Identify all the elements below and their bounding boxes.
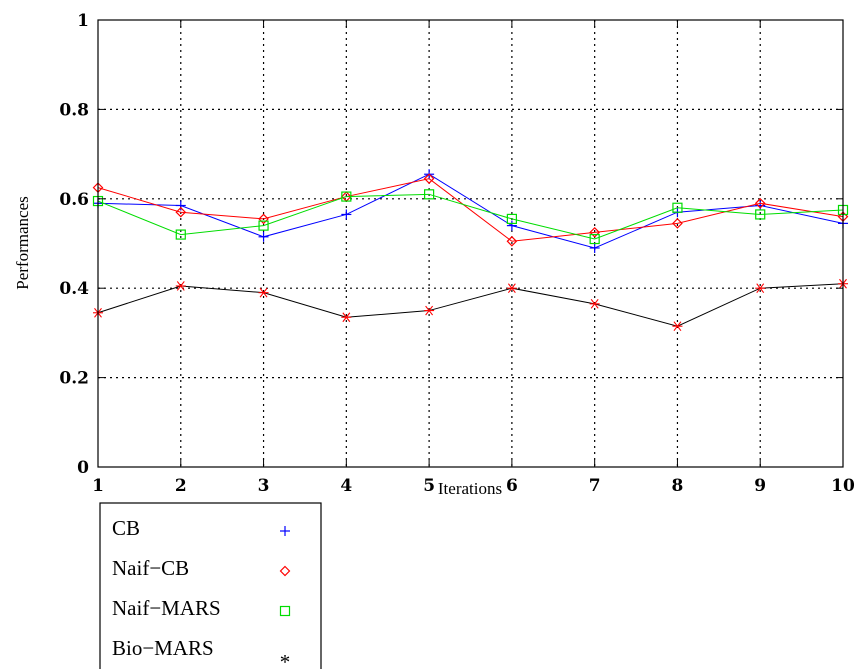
marker-stroke	[423, 173, 435, 185]
data-point	[175, 229, 186, 240]
tick-labels: 0 0.2 0.4 0.6 0.8 1 1 2 3 4 5 6 7 8 9 10	[59, 11, 855, 496]
x-tick-label: 8	[672, 476, 684, 496]
marker-stroke	[175, 206, 187, 218]
data-point	[589, 226, 601, 238]
marker-stroke	[279, 565, 291, 577]
data-point	[672, 218, 683, 229]
data-point	[672, 202, 683, 213]
marker-stroke	[424, 189, 435, 200]
data-point	[506, 235, 518, 247]
legend-label: CB	[112, 516, 140, 540]
x-tick-label: 4	[340, 476, 352, 496]
data-point	[258, 231, 269, 242]
data-point	[175, 200, 186, 211]
series-line	[97, 193, 844, 240]
x-tick-label: 5	[423, 476, 435, 496]
marker-stroke	[672, 202, 683, 213]
data-point	[341, 191, 352, 202]
data-point	[755, 200, 766, 211]
y-tick-label: 0.8	[59, 100, 89, 120]
data-point	[672, 321, 683, 332]
data-point	[258, 220, 269, 231]
series-line	[97, 283, 844, 327]
data-point	[589, 233, 600, 245]
x-tick-label: 10	[831, 476, 855, 496]
grid	[98, 20, 843, 467]
marker-stroke	[341, 191, 352, 202]
data-point	[341, 312, 352, 323]
legend-label: Naif−MARS	[112, 596, 221, 620]
data-point	[258, 213, 269, 225]
data-point	[754, 197, 766, 209]
x-tick-label: 6	[506, 476, 518, 496]
marker-stroke	[755, 209, 766, 220]
legend-label: Bio−MARS	[112, 636, 214, 660]
series-line	[97, 173, 844, 249]
y-tick-label: 0.2	[59, 369, 89, 389]
legend-marker	[279, 565, 291, 577]
marker-stroke	[589, 233, 600, 245]
data-point	[506, 213, 517, 225]
data-point	[755, 209, 766, 220]
marker-stroke	[342, 312, 351, 323]
data-point	[506, 220, 517, 231]
marker-stroke	[175, 229, 186, 240]
y-tick-label: 0.6	[59, 190, 89, 210]
x-tick-label: 9	[754, 476, 766, 496]
marker-stroke	[589, 226, 601, 238]
marker-stroke	[673, 321, 682, 332]
plot-border	[97, 19, 844, 468]
data-point	[589, 242, 600, 253]
legend-marker	[279, 605, 291, 617]
data-point	[424, 189, 435, 200]
x-tick-label: 3	[258, 476, 270, 496]
series-line	[97, 178, 844, 242]
data-point	[175, 206, 187, 218]
data-point	[506, 283, 517, 294]
marker-stroke	[176, 281, 185, 291]
marker-stroke	[756, 283, 765, 294]
marker-stroke	[590, 299, 599, 309]
data-point	[423, 173, 435, 185]
y-axis-title: Performances	[13, 196, 32, 289]
marker-stroke	[507, 283, 516, 294]
marker-stroke	[754, 197, 766, 209]
plot-frame	[97, 19, 844, 468]
marker-stroke	[425, 305, 434, 316]
series-layer	[92, 169, 849, 332]
legend-marker: *	[280, 650, 291, 669]
y-tick-label: 1	[77, 11, 89, 31]
y-tick-label: 0.4	[59, 279, 89, 299]
data-point	[424, 305, 435, 316]
marker-stroke	[672, 218, 683, 229]
marker-stroke	[258, 213, 269, 225]
x-tick-label: 7	[589, 476, 601, 496]
marker-stroke	[259, 287, 268, 298]
marker-stroke	[279, 605, 291, 617]
data-point	[755, 283, 766, 294]
legend-label: Naif−CB	[112, 556, 189, 580]
data-point	[258, 287, 269, 298]
x-axis-title: Iterations	[438, 479, 502, 498]
marker-stroke	[506, 235, 518, 247]
marker-stroke	[258, 220, 269, 231]
data-point	[341, 209, 352, 220]
y-tick-label: 0	[77, 458, 89, 478]
x-tick-label: 1	[92, 476, 104, 496]
marker-stroke	[506, 213, 517, 225]
x-tick-label: 2	[175, 476, 187, 496]
data-point	[589, 299, 600, 309]
data-point	[175, 281, 186, 291]
legend-marker	[280, 526, 290, 536]
legend: CB Naif−CB Naif−MARS Bio−MARS *	[99, 502, 322, 669]
